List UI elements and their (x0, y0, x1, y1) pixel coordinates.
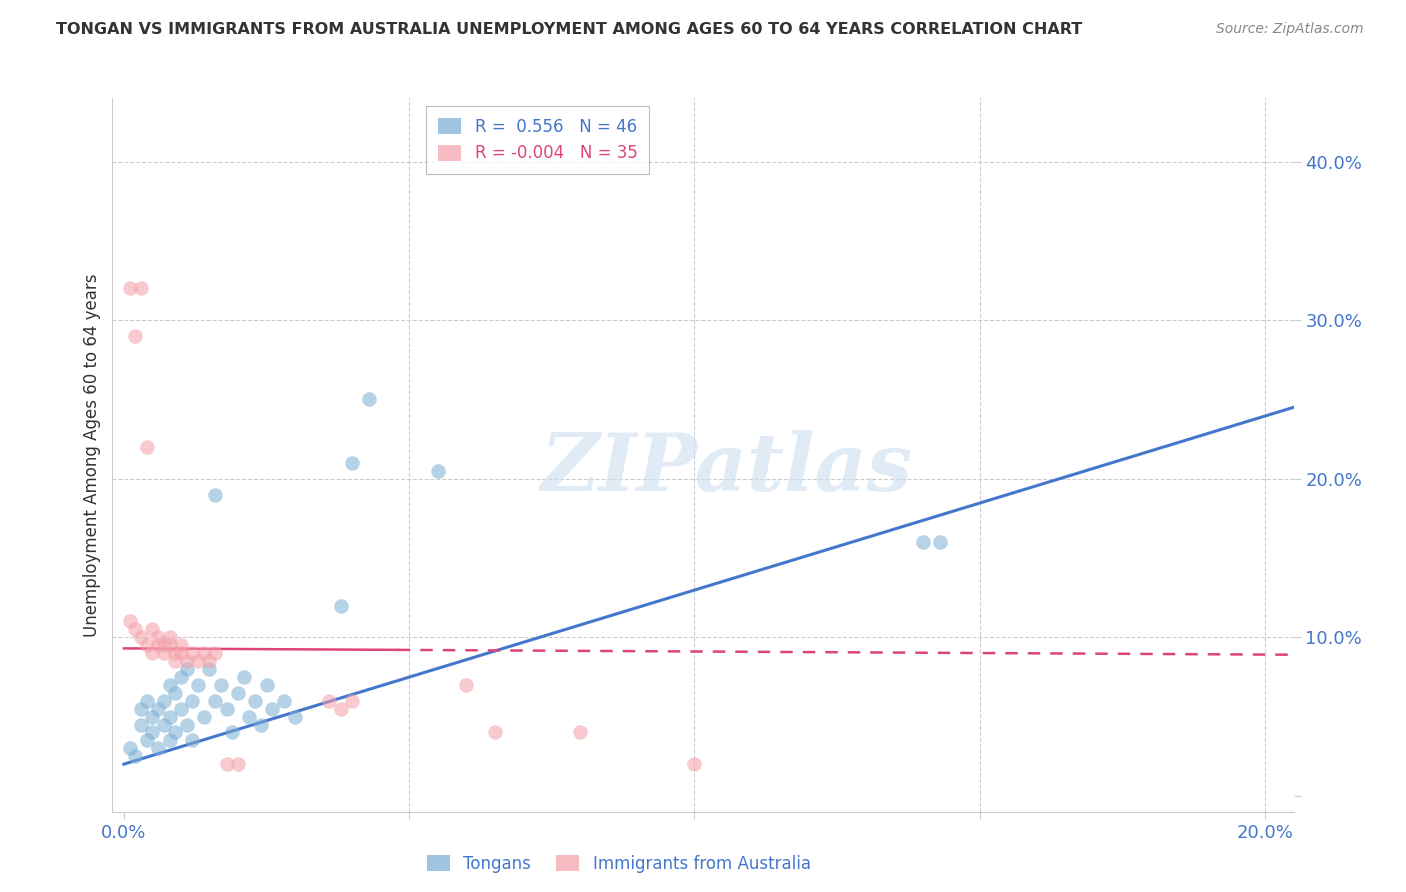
Point (135, 638, 157, 652)
Point (129, 717, 152, 731)
Point (129, 630, 152, 644)
Point (226, 686, 249, 700)
Point (243, 694, 266, 708)
Point (209, 678, 232, 692)
Point (911, 535, 934, 549)
Point (484, 725, 506, 739)
Point (159, 630, 181, 644)
Point (569, 725, 592, 739)
Point (359, 392, 381, 407)
Point (153, 646, 176, 660)
Point (135, 440, 157, 454)
Point (181, 646, 204, 660)
Point (238, 709, 260, 723)
Point (198, 654, 221, 668)
Point (129, 281, 152, 295)
Point (456, 678, 478, 692)
Point (204, 646, 226, 660)
Point (181, 694, 204, 708)
Point (256, 678, 278, 692)
Text: ZIPatlas: ZIPatlas (540, 431, 912, 508)
Point (135, 733, 157, 747)
Point (284, 709, 307, 723)
Point (170, 638, 193, 652)
Point (146, 630, 169, 644)
Point (165, 725, 187, 739)
Point (129, 701, 152, 715)
Legend: R =  0.556   N = 46, R = -0.004   N = 35: R = 0.556 N = 46, R = -0.004 N = 35 (426, 106, 650, 174)
Point (159, 678, 181, 692)
Text: TONGAN VS IMMIGRANTS FROM AUSTRALIA UNEMPLOYMENT AMONG AGES 60 TO 64 YEARS CORRE: TONGAN VS IMMIGRANTS FROM AUSTRALIA UNEM… (56, 22, 1083, 37)
Point (329, 599, 352, 613)
Point (170, 646, 193, 660)
Point (226, 757, 249, 772)
Text: Source: ZipAtlas.com: Source: ZipAtlas.com (1216, 22, 1364, 37)
Point (159, 709, 181, 723)
Point (683, 757, 706, 772)
Point (118, 281, 141, 295)
Point (250, 717, 273, 731)
Point (193, 646, 215, 660)
Point (159, 638, 181, 652)
Point (318, 694, 340, 708)
Point (193, 709, 215, 723)
Point (176, 662, 198, 676)
Point (124, 329, 146, 343)
Point (141, 646, 163, 660)
Point (118, 615, 141, 629)
Point (124, 623, 146, 637)
Point (176, 654, 198, 668)
Y-axis label: Unemployment Among Ages 60 to 64 years: Unemployment Among Ages 60 to 64 years (83, 273, 101, 637)
Point (329, 701, 352, 715)
Point (181, 733, 204, 747)
Point (262, 701, 284, 715)
Point (340, 456, 363, 470)
Point (141, 725, 163, 739)
Point (118, 741, 141, 756)
Point (146, 741, 169, 756)
Point (165, 646, 187, 660)
Point (170, 670, 193, 684)
Point (170, 701, 193, 715)
Point (204, 694, 226, 708)
Point (340, 694, 363, 708)
Point (153, 638, 176, 652)
Point (232, 670, 254, 684)
Point (204, 487, 226, 501)
Point (273, 694, 295, 708)
Point (153, 717, 176, 731)
Point (176, 717, 198, 731)
Point (124, 749, 146, 764)
Point (165, 686, 187, 700)
Point (165, 654, 187, 668)
Point (187, 654, 209, 668)
Point (153, 694, 176, 708)
Point (198, 662, 221, 676)
Point (146, 638, 169, 652)
Point (159, 733, 181, 747)
Point (187, 678, 209, 692)
Point (135, 694, 157, 708)
Point (215, 757, 238, 772)
Legend: Tongans, Immigrants from Australia: Tongans, Immigrants from Australia (420, 848, 817, 880)
Point (221, 725, 243, 739)
Point (215, 701, 238, 715)
Point (146, 701, 169, 715)
Point (141, 623, 163, 637)
Point (141, 709, 163, 723)
Point (928, 535, 950, 549)
Point (426, 464, 449, 478)
